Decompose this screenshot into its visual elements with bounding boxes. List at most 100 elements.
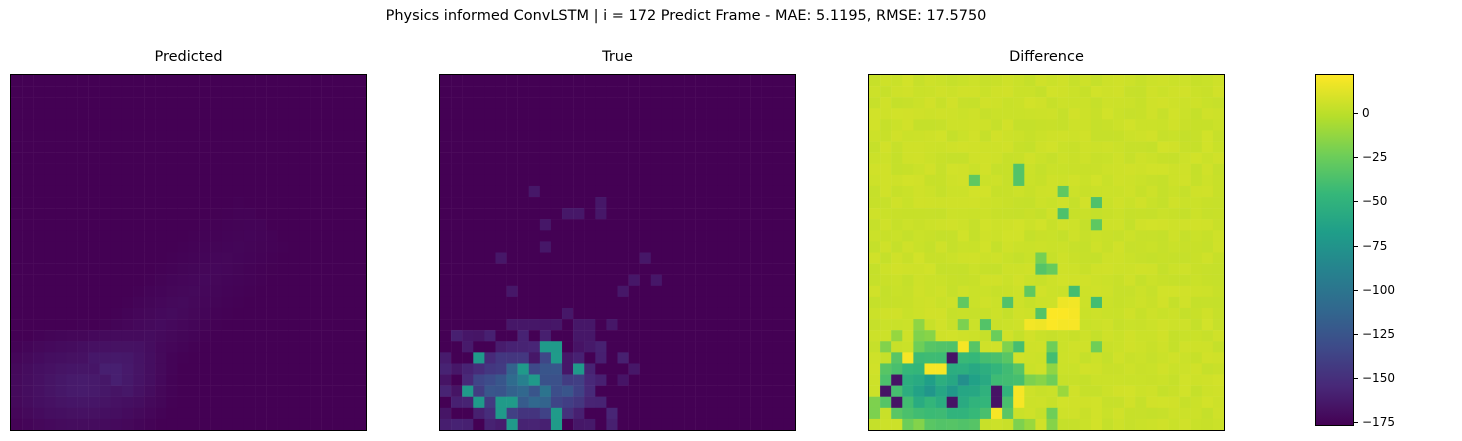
heatmap-cell	[1046, 285, 1058, 298]
heatmap-cell	[617, 197, 629, 209]
heatmap-cell	[595, 319, 607, 331]
heatmap-cell	[1146, 130, 1158, 142]
heatmap-cell	[144, 407, 156, 420]
heatmap-cell	[1101, 252, 1114, 264]
heatmap-cell	[11, 163, 23, 176]
heatmap-cell	[1046, 418, 1058, 430]
heatmap-cell	[672, 263, 685, 275]
heatmap-cell	[495, 119, 507, 131]
heatmap-cell	[484, 407, 496, 420]
heatmap-cell	[946, 407, 958, 420]
heatmap-cell	[562, 285, 574, 298]
heatmap-cell	[277, 86, 289, 98]
heatmap-cell	[1135, 241, 1147, 253]
heatmap-cell	[935, 418, 947, 430]
heatmap-cell	[1135, 285, 1147, 298]
heatmap-cell	[550, 141, 563, 153]
heatmap-cell	[1024, 352, 1036, 364]
heatmap-cell	[343, 174, 356, 187]
heatmap-cell	[188, 86, 200, 98]
heatmap-cell	[144, 385, 156, 397]
heatmap-cell	[343, 330, 356, 342]
heatmap-cell	[728, 119, 740, 131]
heatmap-cell	[484, 75, 496, 87]
heatmap-cell	[473, 197, 485, 209]
heatmap-cell	[684, 407, 696, 420]
heatmap-cell	[1113, 363, 1125, 375]
colorbar-tick-label: −75	[1362, 238, 1388, 253]
heatmap-cell	[451, 352, 463, 364]
heatmap-cell	[177, 241, 189, 253]
heatmap-cell	[1201, 130, 1214, 142]
heatmap-cell	[772, 241, 785, 253]
heatmap-cell	[199, 374, 211, 386]
heatmap-cell	[99, 208, 112, 220]
heatmap-cell	[750, 363, 762, 375]
heatmap-cell	[451, 163, 463, 176]
heatmap-cell	[1168, 163, 1180, 176]
heatmap-cell	[935, 319, 947, 331]
heatmap-cell	[706, 241, 718, 253]
heatmap-cell	[968, 319, 981, 331]
heatmap-cell	[1090, 274, 1103, 287]
heatmap-cell	[77, 374, 89, 386]
heatmap-cell	[232, 319, 245, 331]
heatmap-cell	[869, 363, 881, 375]
heatmap-cell	[1146, 241, 1158, 253]
heatmap-cell	[750, 285, 762, 298]
heatmap-cell	[495, 263, 507, 275]
heatmap-cell	[924, 130, 936, 142]
heatmap-cell	[761, 374, 774, 386]
heatmap-cell	[77, 86, 89, 98]
heatmap-cell	[869, 219, 881, 231]
heatmap-cell	[44, 108, 56, 120]
heatmap-cell	[121, 119, 134, 131]
heatmap-cell	[1057, 385, 1069, 397]
heatmap-cell	[550, 374, 563, 386]
heatmap-cell	[1135, 230, 1147, 242]
heatmap-cell	[255, 407, 267, 420]
heatmap-cell	[440, 352, 452, 364]
heatmap-cell	[1068, 374, 1081, 386]
heatmap-cell	[88, 185, 100, 198]
heatmap-cell	[210, 307, 223, 320]
heatmap-cell	[321, 352, 333, 364]
heatmap-cell	[628, 174, 640, 187]
heatmap-cell	[473, 363, 485, 375]
heatmap-cell	[706, 396, 718, 409]
heatmap-cell	[1135, 130, 1147, 142]
heatmap-cell	[299, 352, 311, 364]
heatmap-cell	[1079, 230, 1092, 242]
heatmap-cell	[11, 396, 23, 409]
heatmap-cell	[199, 119, 211, 131]
heatmap-cell	[913, 319, 925, 331]
heatmap-cell	[1068, 141, 1081, 153]
heatmap-cell	[88, 219, 100, 231]
heatmap-cell	[188, 141, 200, 153]
heatmap-cell	[869, 341, 881, 353]
heatmap-cell	[55, 219, 67, 231]
heatmap-cell	[1168, 86, 1180, 98]
heatmap-cell	[1090, 185, 1103, 198]
heatmap-cell	[650, 396, 663, 409]
heatmap-cell	[343, 97, 356, 109]
heatmap-cell	[210, 296, 223, 309]
heatmap-cell	[695, 119, 707, 131]
heatmap-cell	[266, 263, 278, 275]
heatmap-cell	[661, 119, 674, 131]
heatmap-cell	[11, 319, 23, 331]
heatmap-cell	[484, 274, 496, 287]
difference-heatmap	[868, 74, 1225, 431]
heatmap-cell	[88, 307, 100, 320]
heatmap-cell	[99, 230, 112, 242]
heatmap-cell	[221, 374, 234, 386]
heatmap-cell	[484, 108, 496, 120]
heatmap-cell	[783, 296, 795, 309]
heatmap-cell	[1157, 363, 1169, 375]
heatmap-cell	[968, 152, 981, 164]
heatmap-cell	[266, 119, 278, 131]
heatmap-cell	[121, 141, 134, 153]
heatmap-cell	[255, 319, 267, 331]
heatmap-cell	[1179, 330, 1191, 342]
heatmap-cell	[661, 75, 674, 87]
